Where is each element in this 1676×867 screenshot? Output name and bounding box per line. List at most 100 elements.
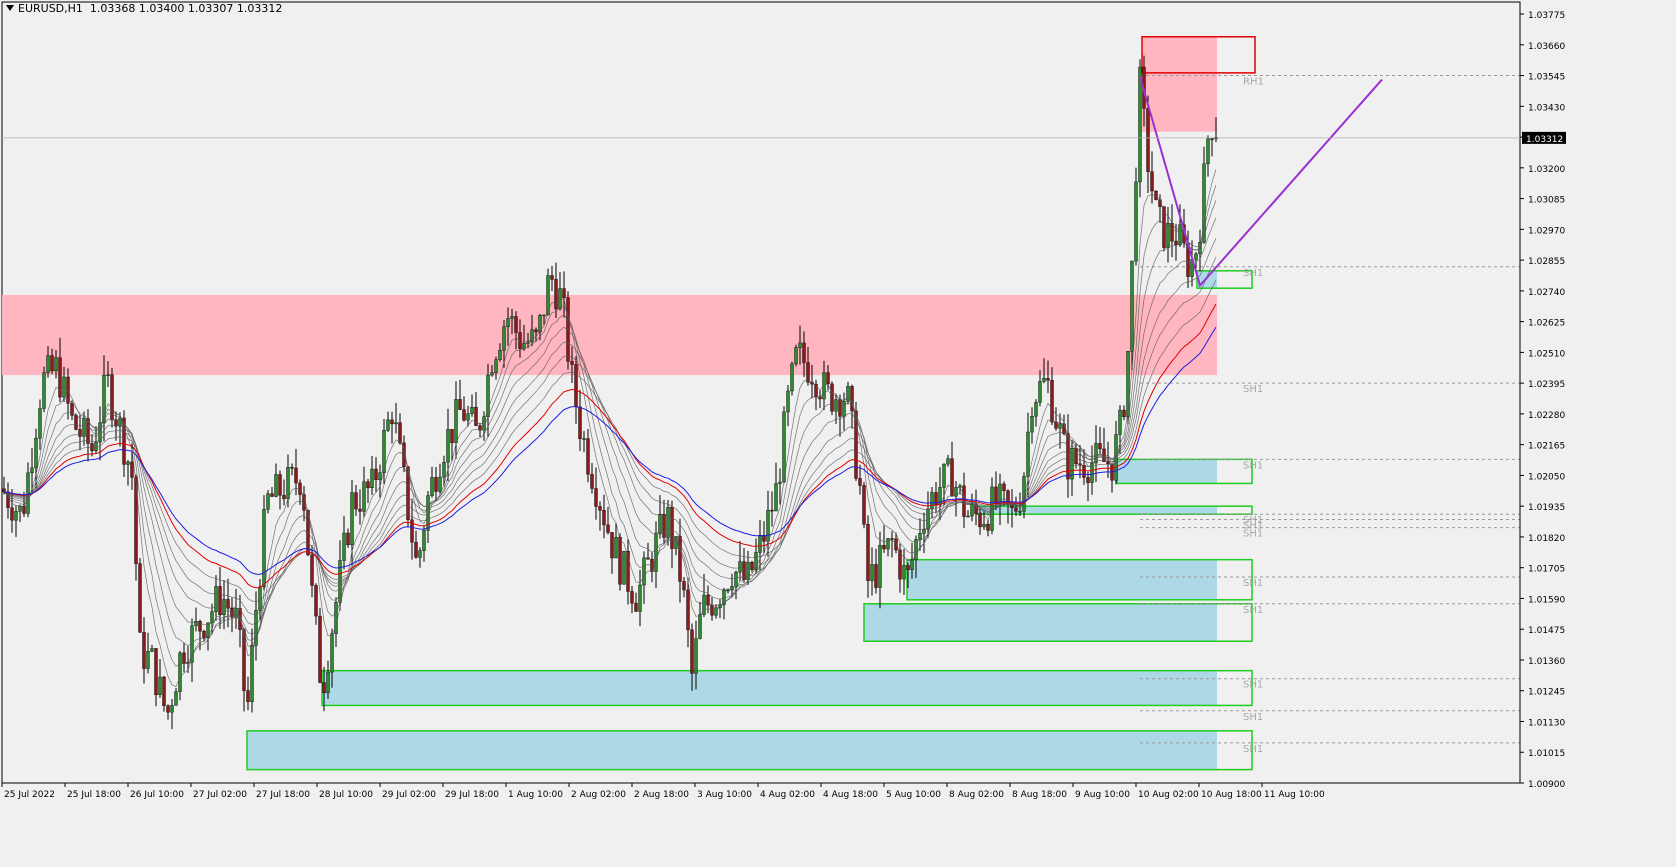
bull-candle [966, 515, 970, 518]
bear-candle [986, 523, 990, 531]
supply-zone [2, 294, 1217, 376]
bear-candle [806, 362, 810, 383]
bull-candle [654, 533, 658, 572]
bull-candle [330, 633, 334, 673]
bear-candle [398, 422, 402, 444]
bull-candle [170, 705, 174, 713]
x-tick-label: 29 Jul 02:00 [382, 790, 436, 800]
y-tick-label: 1.01705 [1528, 565, 1565, 575]
bull-candle [942, 463, 946, 488]
bear-candle [562, 288, 566, 298]
y-tick-label: 1.01360 [1528, 657, 1565, 667]
bear-candle [682, 581, 686, 591]
bear-candle [854, 410, 858, 479]
bear-candle [670, 507, 674, 549]
bull-candle [1126, 351, 1130, 418]
bear-candle [1122, 409, 1126, 418]
y-tick-label: 1.02280 [1528, 411, 1565, 421]
bear-candle [78, 429, 82, 437]
bull-candle [146, 651, 150, 669]
bull-candle [614, 536, 618, 559]
bear-candle [858, 478, 862, 486]
bull-candle [510, 316, 514, 319]
bear-candle [278, 474, 282, 496]
chart-menu-triangle-icon[interactable] [6, 5, 14, 11]
bull-candle [494, 359, 498, 373]
bear-candle [1046, 378, 1050, 381]
y-tick-label: 1.01475 [1528, 626, 1565, 636]
level-label: SH1 [1243, 521, 1263, 532]
bear-candle [634, 602, 638, 612]
bear-candle [894, 538, 898, 551]
bull-candle [1166, 222, 1170, 248]
demand-zone-outline [863, 603, 1253, 642]
bear-candle [1002, 483, 1006, 491]
bull-candle [438, 476, 442, 492]
ma-line [3, 279, 1217, 602]
x-tick-label: 28 Jul 10:00 [319, 790, 373, 800]
bear-candle [458, 399, 462, 410]
bear-candle [74, 415, 78, 430]
bear-candle [890, 538, 894, 540]
bear-candle [282, 495, 286, 500]
supply-zone-outline [1141, 36, 1256, 74]
bull-candle [642, 557, 646, 586]
x-tick-label: 25 Jul 18:00 [67, 790, 121, 800]
bull-candle [158, 676, 162, 696]
bull-candle [982, 523, 986, 528]
bull-candle [538, 315, 542, 333]
bull-candle [430, 477, 434, 496]
bear-candle [514, 316, 518, 333]
bear-candle [182, 652, 186, 664]
bear-candle [630, 591, 634, 604]
bear-candle [410, 519, 414, 543]
bull-candle [94, 441, 98, 451]
bull-candle [102, 374, 106, 424]
x-tick-label: 1 Aug 10:00 [508, 790, 563, 800]
x-tick-label: 4 Aug 18:00 [823, 790, 878, 800]
bear-candle [1050, 380, 1054, 423]
bull-candle [210, 611, 214, 624]
level-label: SH1 [1243, 578, 1263, 589]
x-tick-label: 27 Jul 02:00 [193, 790, 247, 800]
supply-zone [1142, 36, 1217, 132]
bull-candle [734, 571, 738, 587]
bull-candle [886, 538, 890, 550]
bear-candle [838, 399, 842, 417]
y-tick-label: 1.01015 [1528, 749, 1565, 759]
demand-zone [864, 603, 1217, 642]
bear-candle [574, 364, 578, 408]
x-tick-label: 3 Aug 10:00 [697, 790, 752, 800]
bull-candle [18, 505, 22, 512]
bear-candle [142, 632, 146, 669]
y-tick-label: 1.01130 [1528, 718, 1565, 728]
bull-candle [766, 509, 770, 542]
bull-candle [418, 550, 422, 558]
x-tick-label: 11 Aug 10:00 [1264, 790, 1325, 800]
bear-candle [1170, 222, 1174, 242]
bear-candle [598, 506, 602, 511]
level-label: SH1 [1243, 529, 1263, 540]
bull-candle [666, 507, 670, 538]
bear-candle [706, 594, 710, 606]
bull-candle [1194, 253, 1198, 260]
bear-candle [1162, 206, 1166, 248]
bull-candle [258, 586, 262, 611]
bear-candle [1106, 461, 1110, 464]
bear-candle [866, 524, 870, 581]
y-tick-label: 1.01935 [1528, 503, 1565, 513]
y-tick-label: 1.02395 [1528, 380, 1565, 390]
level-label: SH1 [1243, 744, 1263, 755]
bear-candle [86, 418, 90, 444]
bull-candle [878, 545, 882, 588]
bear-candle [662, 514, 666, 538]
bear-candle [406, 466, 410, 521]
x-tick-label: 8 Aug 18:00 [1012, 790, 1067, 800]
bull-candle [446, 429, 450, 463]
bear-candle [90, 443, 94, 451]
x-tick-label: 29 Jul 18:00 [445, 790, 499, 800]
bull-candle [1178, 224, 1182, 246]
bull-candle [790, 363, 794, 392]
level-label: SH1 [1243, 460, 1263, 471]
